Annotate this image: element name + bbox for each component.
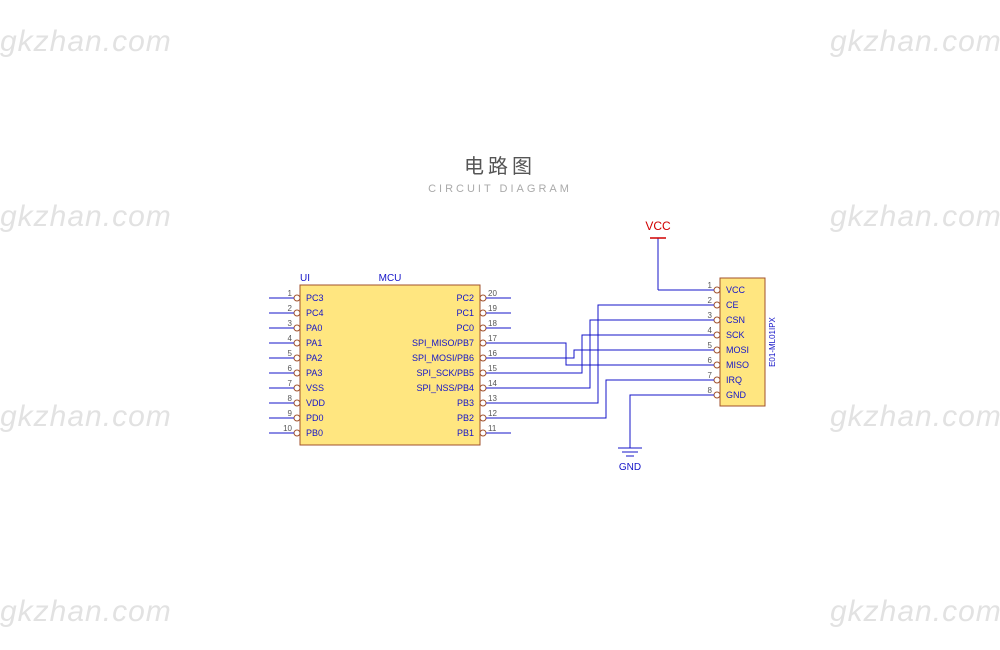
svg-text:7: 7 [288, 379, 293, 388]
mcu-name: MCU [379, 273, 402, 284]
svg-text:15: 15 [488, 364, 497, 373]
module-pin: MOSI [726, 345, 749, 355]
svg-text:17: 17 [488, 334, 497, 343]
mcu-left-pin: PC4 [306, 308, 324, 318]
svg-text:3: 3 [288, 319, 293, 328]
module-pin: GND [726, 390, 747, 400]
mcu-left-pin: PD0 [306, 413, 324, 423]
svg-text:13: 13 [488, 394, 497, 403]
module-pin: VCC [726, 285, 746, 295]
svg-text:10: 10 [283, 424, 292, 433]
svg-text:8: 8 [288, 394, 293, 403]
module-pin: IRQ [726, 375, 742, 385]
net-wire [511, 320, 694, 388]
svg-text:5: 5 [288, 349, 293, 358]
svg-text:1: 1 [708, 281, 713, 290]
mcu-left-pin: PC3 [306, 293, 324, 303]
svg-text:2: 2 [708, 296, 713, 305]
mcu-right-pin: SPI_MOSI/PB6 [412, 353, 474, 363]
svg-text:11: 11 [488, 424, 497, 433]
mcu-left-pin: PA3 [306, 368, 322, 378]
svg-text:12: 12 [488, 409, 497, 418]
svg-text:19: 19 [488, 304, 497, 313]
mcu-left-pin: VDD [306, 398, 326, 408]
mcu-left-pin: PA1 [306, 338, 322, 348]
svg-text:1: 1 [288, 289, 293, 298]
vcc-label: VCC [645, 219, 671, 233]
module-pin: SCK [726, 330, 745, 340]
svg-text:14: 14 [488, 379, 497, 388]
mcu-body [300, 285, 480, 445]
module-name: E01-ML01IPX [768, 316, 777, 366]
module-pin: CSN [726, 315, 745, 325]
mcu-right-pin: SPI_NSS/PB4 [416, 383, 474, 393]
svg-text:2: 2 [288, 304, 293, 313]
svg-text:16: 16 [488, 349, 497, 358]
svg-text:20: 20 [488, 289, 497, 298]
mcu-right-pin: PC2 [456, 293, 474, 303]
mcu-left-pin: PA2 [306, 353, 322, 363]
mcu-left-pin: PA0 [306, 323, 322, 333]
mcu-right-pin: SPI_SCK/PB5 [416, 368, 474, 378]
module-body [720, 278, 765, 406]
module-pin: MISO [726, 360, 749, 370]
mcu-ref: UI [300, 273, 310, 284]
module-pin: CE [726, 300, 739, 310]
svg-text:9: 9 [288, 409, 293, 418]
net-wire [511, 350, 694, 358]
net-wire [511, 335, 694, 373]
svg-text:3: 3 [708, 311, 713, 320]
mcu-right-pin: SPI_MISO/PB7 [412, 338, 474, 348]
svg-text:7: 7 [708, 371, 713, 380]
mcu-right-pin: PB3 [457, 398, 474, 408]
svg-text:6: 6 [708, 356, 713, 365]
svg-text:18: 18 [488, 319, 497, 328]
svg-text:4: 4 [708, 326, 713, 335]
mcu-right-pin: PB2 [457, 413, 474, 423]
mcu-right-pin: PC0 [456, 323, 474, 333]
net-wire [511, 343, 694, 365]
mcu-left-pin: VSS [306, 383, 324, 393]
svg-text:4: 4 [288, 334, 293, 343]
svg-text:8: 8 [708, 386, 713, 395]
circuit-svg: UI MCU 1 PC3 2 PC4 3 PA0 4 PA1 5 PA2 6 PA3 7 VSS 8 VDD 9 PD… [0, 0, 1000, 650]
svg-text:6: 6 [288, 364, 293, 373]
mcu-right-pin: PB1 [457, 428, 474, 438]
svg-text:5: 5 [708, 341, 713, 350]
gnd-label: GND [619, 462, 641, 473]
mcu-left-pin: PB0 [306, 428, 323, 438]
mcu-right-pin: PC1 [456, 308, 474, 318]
net-wire [511, 380, 694, 418]
